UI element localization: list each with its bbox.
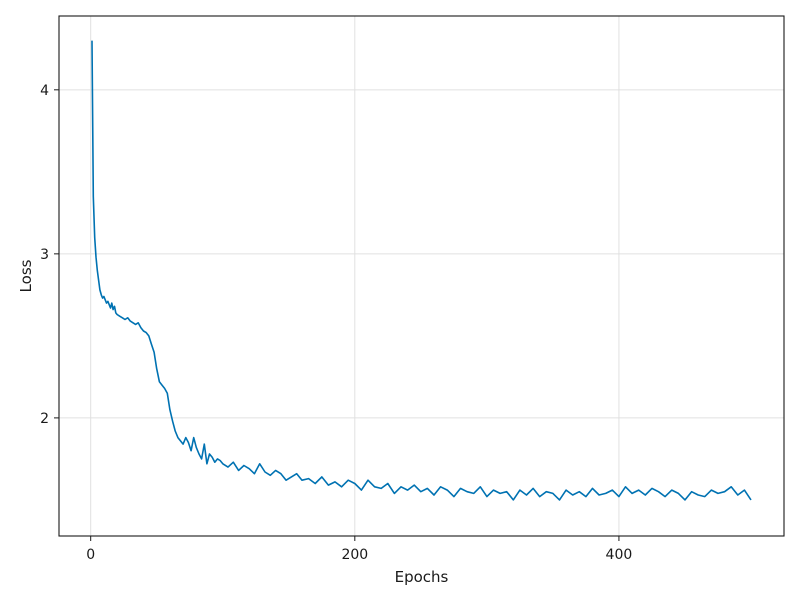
y-tick-label: 4 [40, 83, 49, 99]
line-layer [91, 40, 752, 501]
y-axis-label: Loss [17, 259, 35, 292]
tick-layer: 0 200 400 2 3 4 [40, 83, 632, 563]
y-tick-label: 2 [40, 411, 49, 427]
loss-series-line [91, 40, 752, 501]
grid-layer [59, 16, 784, 536]
y-tick-label: 3 [40, 247, 49, 263]
x-tick-label: 0 [86, 547, 95, 563]
x-axis-label: Epochs [395, 568, 449, 586]
plot-frame [58, 15, 785, 537]
x-tick-label: 200 [341, 547, 368, 563]
x-tick-label: 400 [606, 547, 633, 563]
